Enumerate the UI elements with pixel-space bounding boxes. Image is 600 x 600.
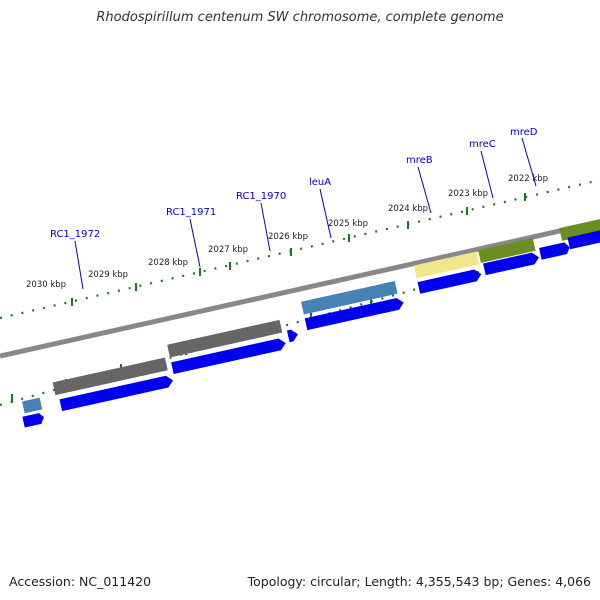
genome-backbone	[0, 219, 600, 359]
gene-arrow-mred[interactable]	[539, 241, 571, 260]
label-line-leua	[319, 188, 332, 239]
cog-feature-track	[22, 217, 600, 414]
label-line-mreb	[417, 166, 432, 214]
gene-arrow-rc1-1971[interactable]	[171, 337, 287, 375]
kbp-label-2027: 2027 kbp	[208, 245, 248, 255]
gene-label-rc1-1971[interactable]: RC1_1971	[166, 207, 216, 218]
gene-label-lines	[74, 137, 537, 290]
kbp-label-2029: 2029 kbp	[88, 270, 128, 280]
kbp-label-2022: 2022 kbp	[508, 174, 548, 184]
gene-arrow-mreb[interactable]	[417, 268, 483, 294]
label-line-rc1-1972	[74, 240, 84, 290]
cog-bar-leua[interactable]	[301, 280, 398, 315]
outer-major-ticks	[71, 193, 526, 306]
gene-label-mrec[interactable]: mreC	[469, 139, 496, 150]
gene-label-rc1-1970[interactable]: RC1_1970	[236, 191, 286, 202]
gene-arrow-mrec[interactable]	[483, 251, 540, 276]
gene-arrow-leua[interactable]	[304, 297, 405, 331]
kbp-label-2030: 2030 kbp	[26, 280, 66, 290]
cog-bar-rc1-1972[interactable]	[52, 357, 168, 396]
cog-bar-left-edge[interactable]	[22, 397, 43, 414]
label-line-rc1-1971	[189, 218, 201, 268]
gene-arrow-left-1[interactable]	[22, 412, 45, 428]
cog-bar-mred[interactable]	[559, 217, 600, 241]
gene-name-labels: RC1_1972 RC1_1971 RC1_1970 leuA mreB mre…	[50, 127, 538, 240]
gene-label-mred[interactable]: mreD	[510, 127, 538, 138]
gene-arrow-track	[22, 228, 600, 428]
gene-arrow-right-edge[interactable]	[567, 228, 600, 250]
gene-label-mreb[interactable]: mreB	[406, 155, 433, 166]
kbp-label-2025: 2025 kbp	[328, 219, 368, 229]
map-title: Rhodospirillum centenum SW chromosome, c…	[96, 10, 504, 25]
gene-arrow-rc1-1970[interactable]	[286, 328, 299, 343]
cog-bar-mreb[interactable]	[413, 251, 480, 279]
kbp-label-2026: 2026 kbp	[268, 232, 308, 242]
kbp-label-2028: 2028 kbp	[148, 258, 188, 268]
label-line-mred	[521, 137, 537, 187]
genome-stats-text: Topology: circular; Length: 4,355,543 bp…	[247, 574, 591, 589]
kbp-label-2024: 2024 kbp	[388, 204, 428, 214]
gene-arrow-rc1-1972[interactable]	[59, 374, 174, 412]
label-line-rc1-1970	[260, 202, 271, 252]
cog-bar-rc1-1971[interactable]	[167, 319, 283, 358]
gene-label-rc1-1972[interactable]: RC1_1972	[50, 229, 100, 240]
label-line-mrec	[480, 150, 494, 199]
accession-text: Accession: NC_011420	[9, 574, 152, 589]
kbp-label-2023: 2023 kbp	[448, 189, 488, 199]
cog-bar-mrec[interactable]	[478, 238, 536, 263]
gene-label-leua[interactable]: leuA	[309, 177, 331, 188]
kbp-labels: 2030 kbp 2029 kbp 2028 kbp 2027 kbp 2026…	[26, 174, 548, 290]
